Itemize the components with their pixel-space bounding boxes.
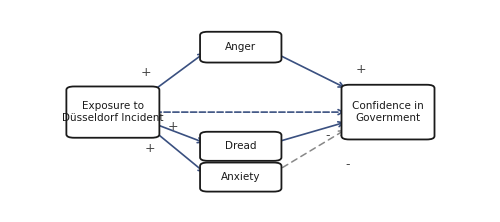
FancyArrowPatch shape <box>155 110 343 115</box>
Text: +: + <box>168 120 178 133</box>
Text: Anger: Anger <box>225 42 256 52</box>
FancyArrowPatch shape <box>274 52 344 87</box>
Text: +: + <box>140 66 151 79</box>
Text: -: - <box>345 158 350 171</box>
Text: +: + <box>356 63 366 76</box>
FancyBboxPatch shape <box>200 132 281 161</box>
Text: +: + <box>144 142 155 155</box>
FancyBboxPatch shape <box>200 163 281 192</box>
FancyArrowPatch shape <box>153 54 204 91</box>
Text: -: - <box>326 129 330 142</box>
Text: Anxiety: Anxiety <box>221 172 260 182</box>
FancyArrowPatch shape <box>154 123 202 143</box>
FancyBboxPatch shape <box>342 85 434 139</box>
FancyArrowPatch shape <box>153 130 204 172</box>
Text: Exposure to
Düsseldorf Incident: Exposure to Düsseldorf Incident <box>62 101 164 123</box>
Text: Confidence in
Government: Confidence in Government <box>352 101 424 123</box>
FancyBboxPatch shape <box>200 32 281 63</box>
Text: Dread: Dread <box>225 141 256 151</box>
FancyBboxPatch shape <box>66 87 160 138</box>
FancyArrowPatch shape <box>274 131 344 173</box>
FancyArrowPatch shape <box>274 122 343 143</box>
